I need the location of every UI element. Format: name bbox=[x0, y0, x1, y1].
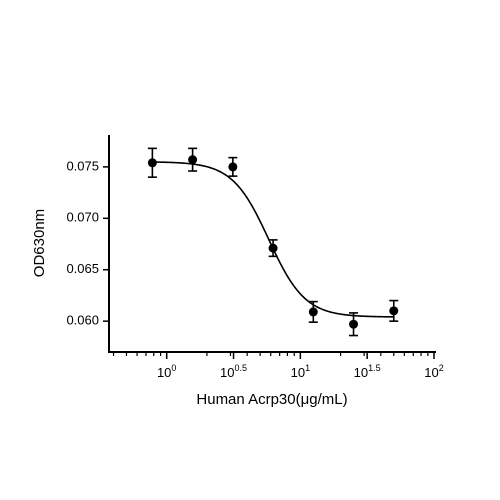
data-point bbox=[308, 307, 318, 317]
x-tick-exponent: 1.5 bbox=[368, 363, 381, 373]
x-tick-label: 100.5 bbox=[220, 363, 247, 380]
x-tick-label: 101.5 bbox=[354, 363, 381, 380]
y-tick-label: 0.065 bbox=[66, 261, 99, 276]
x-axis-title: Human Acrp30(μg/mL) bbox=[196, 391, 347, 408]
y-axis-title: OD630nm bbox=[31, 209, 48, 277]
x-tick-base: 10 bbox=[424, 365, 438, 380]
x-tick-label: 101 bbox=[291, 363, 310, 380]
data-point bbox=[228, 162, 238, 172]
x-tick-exponent: 0.5 bbox=[235, 363, 248, 373]
data-point bbox=[349, 319, 359, 329]
data-point bbox=[268, 243, 278, 253]
data-point bbox=[147, 158, 157, 168]
x-tick-exponent: 2 bbox=[439, 363, 444, 373]
x-tick-base: 10 bbox=[157, 365, 171, 380]
x-tick-base: 10 bbox=[291, 365, 305, 380]
x-tick-exponent: 1 bbox=[305, 363, 310, 373]
y-tick-label: 0.070 bbox=[66, 210, 99, 225]
x-tick-exponent: 0 bbox=[171, 363, 176, 373]
x-tick-label: 100 bbox=[157, 363, 176, 380]
data-point bbox=[188, 155, 198, 165]
data-point bbox=[389, 306, 399, 316]
x-tick-label: 102 bbox=[424, 363, 443, 380]
y-tick-label: 0.060 bbox=[66, 313, 99, 328]
x-tick-base: 10 bbox=[354, 365, 368, 380]
y-tick-label: 0.075 bbox=[66, 158, 99, 173]
x-tick-base: 10 bbox=[220, 365, 234, 380]
